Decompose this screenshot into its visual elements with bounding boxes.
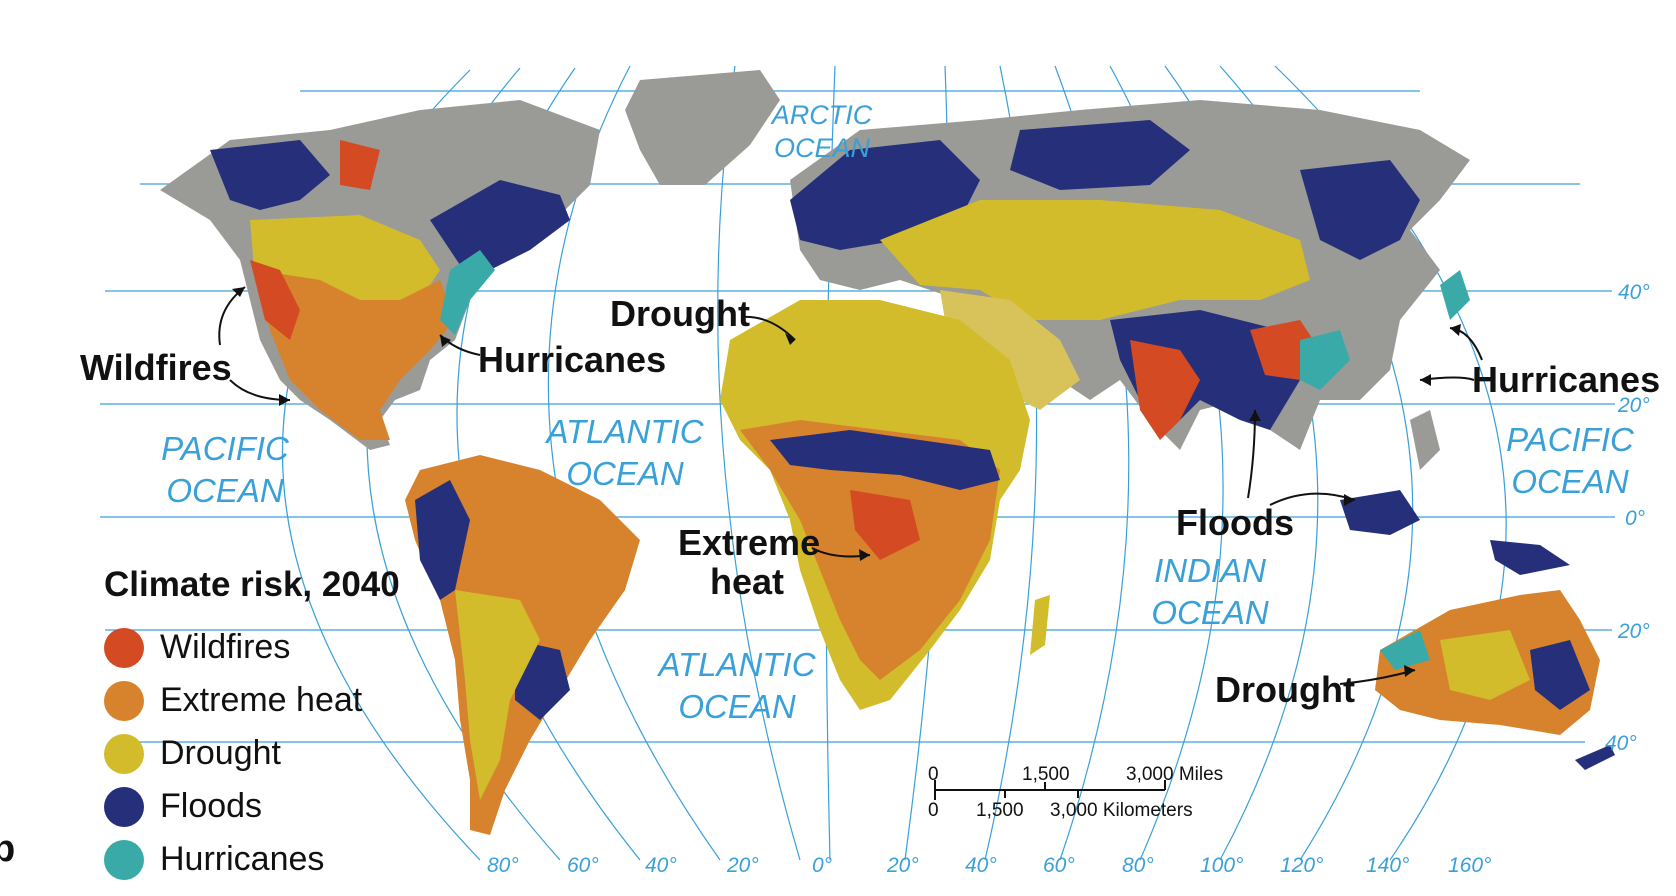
- indian-ocean-label: INDIAN: [1154, 552, 1266, 589]
- na-wildfire-patch: [340, 140, 380, 190]
- indian-ocean-label-2: OCEAN: [1151, 594, 1269, 631]
- callout-hurricanes-na: Hurricanes: [478, 339, 666, 380]
- japan-hurricanes: [1440, 270, 1470, 320]
- legend-swatch-floods: [104, 786, 144, 827]
- lon-label-20e: 20°: [886, 854, 919, 877]
- arctic-ocean-label: ARCTIC: [770, 100, 873, 130]
- callout-labels: Wildfires Hurricanes Drought Extreme hea…: [80, 293, 1660, 710]
- australia-drought: [1440, 630, 1530, 700]
- land-masses: [160, 70, 1615, 835]
- callout-floods: Floods: [1176, 502, 1294, 543]
- na-wildfire-sw: [250, 260, 300, 340]
- na-floods-east: [430, 180, 570, 270]
- callout-wildfires: Wildfires: [80, 347, 232, 388]
- legend-title: Climate risk, 2040: [104, 565, 400, 604]
- scale-miles-mid: 1,500: [1022, 764, 1070, 785]
- lon-label-120e: 120°: [1280, 854, 1323, 877]
- na-floods-north: [210, 140, 330, 210]
- pacific-ocean-west-label-2: OCEAN: [166, 472, 284, 509]
- scale-km-end: 3,000 Kilometers: [1050, 800, 1193, 821]
- legend-swatch-extreme-heat: [104, 680, 144, 721]
- legend-label: Floods: [160, 787, 263, 825]
- scale-km-mid: 1,500: [976, 800, 1024, 821]
- atlantic-ocean-south-label-2: OCEAN: [678, 688, 796, 725]
- lon-label-160e: 160°: [1448, 854, 1491, 877]
- callout-drought-africa: Drought: [610, 293, 750, 334]
- atlantic-ocean-north-label: ATLANTIC: [544, 413, 704, 450]
- lat-label-40s: 40°: [1605, 732, 1637, 755]
- ocean-labels: ARCTIC OCEAN PACIFIC OCEAN ATLANTIC OCEA…: [161, 100, 1635, 725]
- lat-label-20n: 20°: [1617, 394, 1650, 417]
- arrowheads: [232, 287, 1461, 677]
- legend: Climate risk, 2040 Wildfires Extreme hea…: [104, 565, 424, 886]
- lon-label-80e: 80°: [1122, 854, 1154, 877]
- legend-swatch-hurricanes: [104, 839, 144, 880]
- longitude-labels: 80° 60° 40° 20° 0° 20° 40° 60° 80° 100° …: [487, 854, 1491, 877]
- legend-item-wildfires: Wildfires: [104, 621, 424, 674]
- callout-extreme-heat: Extreme: [678, 522, 820, 563]
- madagascar: [1030, 595, 1050, 655]
- atlantic-ocean-south-label: ATLANTIC: [656, 646, 816, 683]
- sa-floods-west: [415, 480, 470, 600]
- sa-drought: [455, 590, 540, 800]
- legend-list: Wildfires Extreme heat Drought Floods Hu…: [104, 621, 424, 886]
- scale-miles-zero: 0: [928, 764, 939, 785]
- india-heat: [1130, 340, 1200, 440]
- asia-drought: [880, 200, 1310, 320]
- new-zealand: [1575, 745, 1615, 770]
- legend-swatch-drought: [104, 733, 144, 774]
- scale-bar: 0 1,500 3,000 Miles 0 1,500 3,000 Kilome…: [928, 764, 1223, 821]
- legend-item-extreme-heat: Extreme heat: [104, 674, 424, 727]
- lon-label-80w: 80°: [487, 854, 519, 877]
- siberia-floods: [1010, 120, 1190, 190]
- pacific-ocean-east-label-2: OCEAN: [1511, 463, 1629, 500]
- lon-label-60w: 60°: [567, 854, 599, 877]
- middle-east-drought: [940, 290, 1080, 410]
- legend-swatch-wildfires: [104, 627, 144, 668]
- lon-label-40w: 40°: [645, 854, 677, 877]
- lat-label-20s: 20°: [1617, 620, 1650, 643]
- africa-wildfire: [850, 490, 920, 560]
- legend-label: Hurricanes: [160, 840, 325, 878]
- pacific-ocean-west-label: PACIFIC: [161, 430, 290, 467]
- new-guinea: [1490, 540, 1570, 575]
- philippines: [1410, 410, 1440, 470]
- australia-hurricanes: [1380, 630, 1430, 670]
- lon-label-40e: 40°: [965, 854, 997, 877]
- lon-label-140e: 140°: [1366, 854, 1409, 877]
- arctic-ocean-label-2: OCEAN: [774, 133, 871, 163]
- callout-drought-australia: Drought: [1215, 669, 1355, 710]
- legend-label: Drought: [160, 734, 281, 772]
- lat-label-40n: 40°: [1618, 281, 1650, 304]
- pacific-ocean-east-label: PACIFIC: [1506, 421, 1635, 458]
- greenland: [625, 70, 780, 185]
- east-asia-floods: [1300, 160, 1420, 260]
- atlantic-ocean-north-label-2: OCEAN: [566, 455, 684, 492]
- africa-heat: [740, 420, 1000, 680]
- panel-letter: b: [0, 828, 16, 870]
- callout-extreme-heat-2: heat: [710, 561, 784, 602]
- africa-floods-band: [770, 430, 1000, 490]
- legend-item-floods: Floods: [104, 780, 424, 833]
- latitude-labels: 40° 20° 0° 20° 40°: [1605, 281, 1650, 755]
- na-heat: [255, 270, 455, 440]
- legend-item-hurricanes: Hurricanes: [104, 833, 424, 886]
- callout-hurricanes-asia: Hurricanes: [1472, 359, 1660, 400]
- scale-km-zero: 0: [928, 800, 939, 821]
- lat-label-0: 0°: [1625, 507, 1645, 530]
- scale-miles-end: 3,000 Miles: [1126, 764, 1223, 785]
- lon-label-0: 0°: [812, 854, 832, 877]
- legend-item-drought: Drought: [104, 727, 424, 780]
- legend-label: Extreme heat: [160, 681, 363, 719]
- lon-label-100e: 100°: [1200, 854, 1243, 877]
- na-hurricanes-coast: [440, 250, 495, 335]
- lon-label-20w: 20°: [726, 854, 759, 877]
- lon-label-60e: 60°: [1043, 854, 1075, 877]
- australia-floods: [1530, 640, 1590, 710]
- china-hurricanes: [1300, 330, 1350, 390]
- legend-label: Wildfires: [160, 628, 291, 666]
- indonesia: [1340, 490, 1420, 535]
